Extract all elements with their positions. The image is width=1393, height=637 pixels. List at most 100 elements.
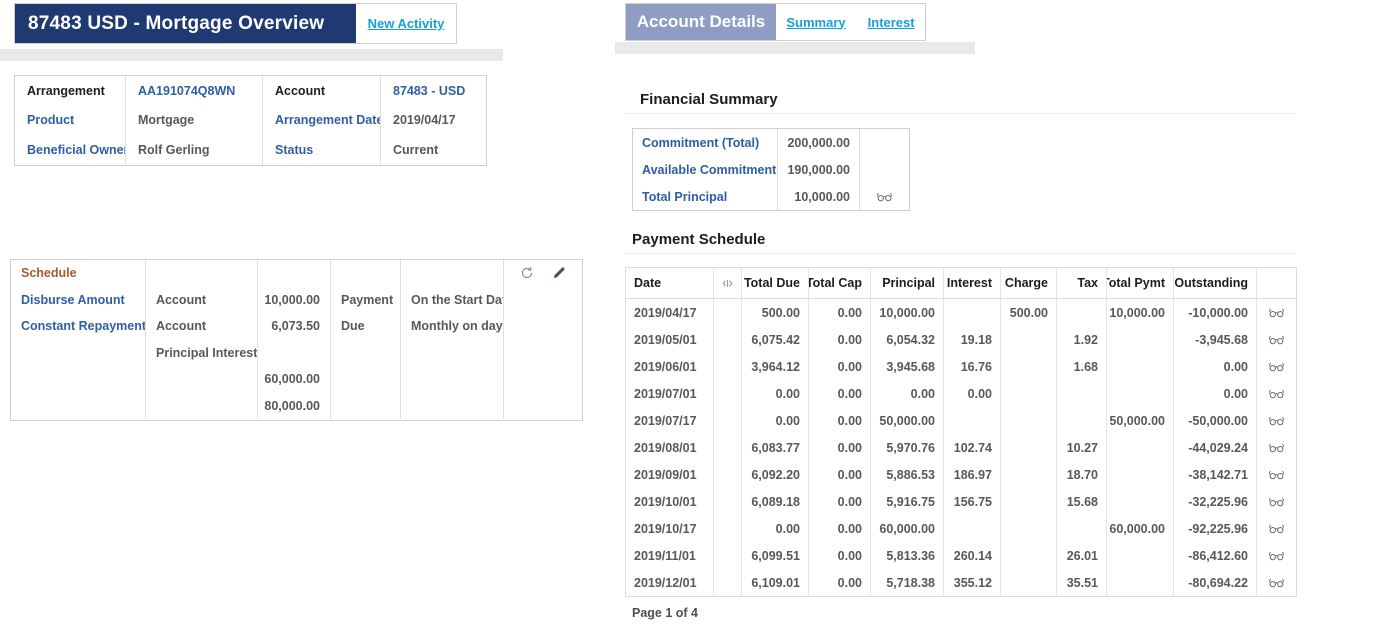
payment-schedule-row: 2019/10/01 6,089.18 0.00 5,916.75 156.75…: [626, 488, 1296, 515]
total-cap-cell: 0.00: [809, 515, 871, 542]
date-cell: 2019/11/01: [626, 542, 714, 569]
eyeglasses-view-icon[interactable]: [1257, 434, 1296, 461]
expand-columns-icon[interactable]: [714, 268, 742, 298]
eyeglasses-view-icon[interactable]: [1257, 353, 1296, 380]
payment-schedule-row: 2019/08/01 6,083.77 0.00 5,970.76 102.74…: [626, 434, 1296, 461]
right-gray-strip: [615, 42, 975, 54]
payment-schedule-row: 2019/12/01 6,109.01 0.00 5,718.38 355.12…: [626, 569, 1296, 596]
tax-cell: 1.92: [1057, 326, 1107, 353]
interest-cell: [944, 515, 1001, 542]
charge-cell: [1001, 326, 1057, 353]
schedule-amount-cell: 80,000.00: [258, 392, 331, 419]
col-principal: Principal: [871, 268, 944, 298]
eyeglasses-view-icon[interactable]: [1257, 380, 1296, 407]
col-total-pymt: Total Pymt: [1107, 268, 1174, 298]
eyeglasses-view-icon[interactable]: [1257, 461, 1296, 488]
outstanding-cell: -50,000.00: [1174, 407, 1257, 434]
schedule-cell: Payment: [331, 286, 401, 313]
interest-cell: 19.18: [944, 326, 1001, 353]
total-due-cell: 500.00: [742, 299, 809, 326]
arrangement-date-value: 2019/04/17: [393, 113, 456, 128]
date-cell: 2019/04/17: [626, 299, 714, 326]
payment-schedule-rule: [625, 253, 1295, 254]
expand-spacer: [714, 380, 742, 407]
pagination-status: Page 1 of 4: [632, 606, 698, 620]
outstanding-cell: -38,142.71: [1174, 461, 1257, 488]
eyeglasses-view-icon[interactable]: [1257, 326, 1296, 353]
tax-cell: 15.68: [1057, 488, 1107, 515]
date-cell: 2019/05/01: [626, 326, 714, 353]
tab-interest-link[interactable]: Interest: [867, 14, 915, 30]
eyeglasses-view-icon[interactable]: [1257, 299, 1296, 326]
expand-spacer: [714, 326, 742, 353]
total-due-cell: 0.00: [742, 407, 809, 434]
expand-spacer: [714, 488, 742, 515]
total-cap-cell: 0.00: [809, 434, 871, 461]
eyeglasses-view-icon[interactable]: [1257, 407, 1296, 434]
eyeglasses-view-icon[interactable]: [1257, 515, 1296, 542]
account-label: Account: [263, 76, 381, 106]
principal-cell: 6,054.32: [871, 326, 944, 353]
eyeglasses-view-icon[interactable]: [1257, 488, 1296, 515]
payment-schedule-body: 2019/04/17 500.00 0.00 10,000.00 500.00 …: [626, 299, 1296, 596]
arrangement-id-link[interactable]: AA191074Q8WN: [126, 76, 263, 106]
payment-schedule-table: Date Total Due Total Cap Principal Inter…: [625, 267, 1297, 597]
principal-cell: 60,000.00: [871, 515, 944, 542]
tax-cell: [1057, 515, 1107, 542]
total-pymt-cell: [1107, 434, 1174, 461]
principal-cell: 5,886.53: [871, 461, 944, 488]
total-cap-cell: 0.00: [809, 326, 871, 353]
expand-spacer: [714, 434, 742, 461]
commitment-total-label: Commitment (Total): [633, 129, 778, 156]
page-header: 87483 USD - Mortgage Overview New Activi…: [14, 3, 457, 44]
schedule-cell: Account: [146, 313, 258, 340]
account-id-link[interactable]: 87483 - USD: [393, 83, 466, 98]
total-pymt-cell: [1107, 488, 1174, 515]
outstanding-cell: 0.00: [1174, 380, 1257, 407]
tab-summary-link[interactable]: Summary: [786, 14, 846, 30]
charge-cell: [1001, 407, 1057, 434]
total-pymt-cell: [1107, 380, 1174, 407]
product-value: Mortgage: [126, 105, 263, 136]
edit-pencil-icon[interactable]: [552, 266, 566, 280]
tax-cell: [1057, 380, 1107, 407]
tab-account-details[interactable]: Account Details: [626, 4, 776, 40]
outstanding-cell: -3,945.68: [1174, 326, 1257, 353]
expand-spacer: [714, 299, 742, 326]
eyeglasses-view-icon[interactable]: [860, 183, 909, 210]
total-due-cell: 6,089.18: [742, 488, 809, 515]
eyeglasses-view-icon[interactable]: [1257, 569, 1296, 596]
disburse-amount-link[interactable]: Disburse Amount: [11, 286, 146, 313]
arrangement-panel: Arrangement AA191074Q8WN Account 87483 -…: [14, 75, 487, 166]
date-cell: 2019/10/17: [626, 515, 714, 542]
eyeglasses-view-icon[interactable]: [1257, 542, 1296, 569]
total-principal-value: 10,000.00: [778, 183, 860, 210]
outstanding-cell: -10,000.00: [1174, 299, 1257, 326]
new-activity-link[interactable]: New Activity: [367, 16, 445, 31]
date-cell: 2019/09/01: [626, 461, 714, 488]
total-cap-cell: 0.00: [809, 569, 871, 596]
col-date: Date: [626, 268, 714, 298]
payment-schedule-row: 2019/09/01 6,092.20 0.00 5,886.53 186.97…: [626, 461, 1296, 488]
interest-cell: 102.74: [944, 434, 1001, 461]
payment-schedule-row: 2019/05/01 6,075.42 0.00 6,054.32 19.18 …: [626, 326, 1296, 353]
product-label: Product: [15, 105, 126, 136]
date-cell: 2019/06/01: [626, 353, 714, 380]
refresh-icon[interactable]: [520, 266, 534, 280]
commitment-total-value: 200,000.00: [778, 129, 860, 156]
expand-spacer: [714, 515, 742, 542]
charge-cell: [1001, 542, 1057, 569]
tax-cell: 35.51: [1057, 569, 1107, 596]
constant-repayment-link[interactable]: Constant Repayment: [11, 313, 146, 340]
total-principal-label: Total Principal: [633, 183, 778, 210]
page-title: 87483 USD - Mortgage Overview: [15, 4, 356, 43]
total-due-cell: 6,099.51: [742, 542, 809, 569]
payment-schedule-row: 2019/07/17 0.00 0.00 50,000.00 50,000.00…: [626, 407, 1296, 434]
payment-schedule-row: 2019/10/17 0.00 0.00 60,000.00 60,000.00…: [626, 515, 1296, 542]
charge-cell: [1001, 380, 1057, 407]
total-due-cell: 6,075.42: [742, 326, 809, 353]
tax-cell: 26.01: [1057, 542, 1107, 569]
total-pymt-cell: [1107, 542, 1174, 569]
col-charge: Charge: [1001, 268, 1057, 298]
